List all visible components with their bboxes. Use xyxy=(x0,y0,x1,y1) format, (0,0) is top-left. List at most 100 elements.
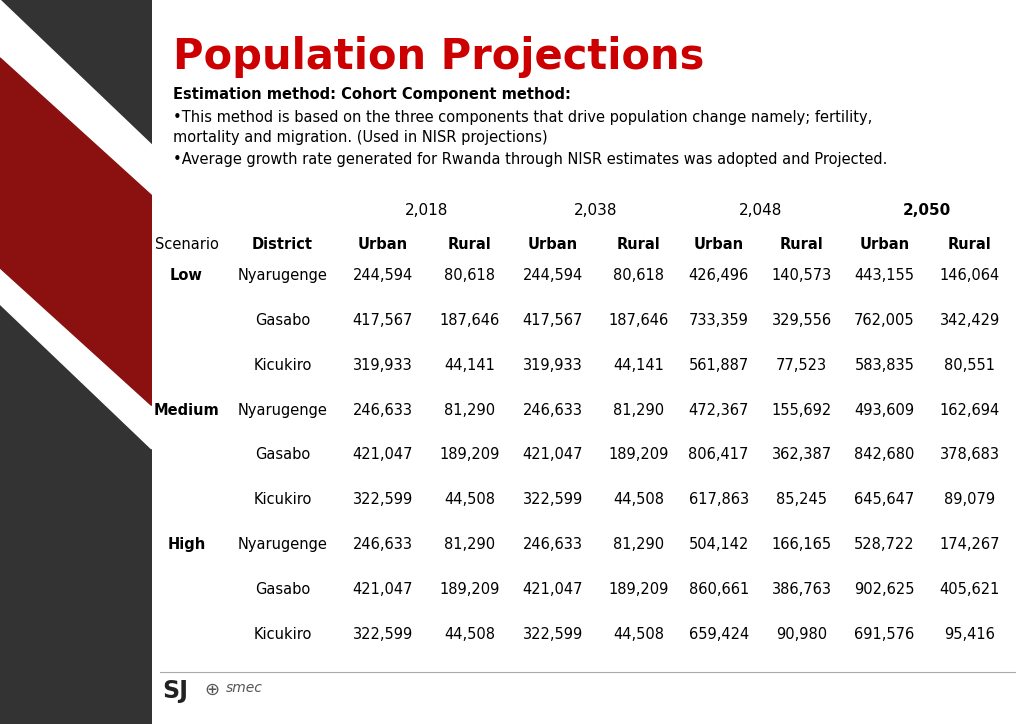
Text: 421,047: 421,047 xyxy=(352,447,413,463)
Text: Gasabo: Gasabo xyxy=(255,447,310,463)
Text: Urban: Urban xyxy=(859,237,909,253)
Text: Rural: Rural xyxy=(449,237,492,253)
Text: 472,367: 472,367 xyxy=(688,403,749,418)
Text: 89,079: 89,079 xyxy=(944,492,995,508)
Text: 561,887: 561,887 xyxy=(688,358,749,373)
Text: 443,155: 443,155 xyxy=(854,268,914,283)
Text: 386,763: 386,763 xyxy=(771,582,831,597)
Text: 246,633: 246,633 xyxy=(352,537,413,552)
Text: 187,646: 187,646 xyxy=(440,313,500,328)
Text: 426,496: 426,496 xyxy=(688,268,749,283)
Text: Nyarugenge: Nyarugenge xyxy=(238,537,328,552)
Text: 528,722: 528,722 xyxy=(854,537,914,552)
Text: 44,141: 44,141 xyxy=(613,358,664,373)
Text: 762,005: 762,005 xyxy=(854,313,914,328)
Text: smec: smec xyxy=(225,681,262,694)
Text: Nyarugenge: Nyarugenge xyxy=(238,403,328,418)
Text: 85,245: 85,245 xyxy=(776,492,827,508)
Text: 166,165: 166,165 xyxy=(771,537,831,552)
Text: 44,508: 44,508 xyxy=(444,627,496,642)
Text: Urban: Urban xyxy=(527,237,578,253)
Text: Medium: Medium xyxy=(154,403,219,418)
Text: High: High xyxy=(167,537,206,552)
Text: 187,646: 187,646 xyxy=(608,313,669,328)
Text: Estimation method: Cohort Component method:: Estimation method: Cohort Component meth… xyxy=(173,87,571,102)
Text: 806,417: 806,417 xyxy=(688,447,749,463)
Text: Nyarugenge: Nyarugenge xyxy=(238,268,328,283)
Text: 189,209: 189,209 xyxy=(440,447,500,463)
Text: 322,599: 322,599 xyxy=(352,492,413,508)
Text: 246,633: 246,633 xyxy=(523,403,583,418)
Text: 405,621: 405,621 xyxy=(940,582,1000,597)
Text: Rural: Rural xyxy=(779,237,823,253)
Text: 80,551: 80,551 xyxy=(944,358,995,373)
Text: ⊕: ⊕ xyxy=(204,681,219,699)
Text: 583,835: 583,835 xyxy=(854,358,914,373)
Text: Kicukiro: Kicukiro xyxy=(253,358,311,373)
Text: 617,863: 617,863 xyxy=(688,492,749,508)
Polygon shape xyxy=(0,58,152,405)
Text: Scenario: Scenario xyxy=(155,237,218,253)
Text: 421,047: 421,047 xyxy=(352,582,413,597)
Text: 246,633: 246,633 xyxy=(523,537,583,552)
Text: 322,599: 322,599 xyxy=(523,492,583,508)
Text: 417,567: 417,567 xyxy=(352,313,413,328)
Text: 362,387: 362,387 xyxy=(771,447,831,463)
Text: 842,680: 842,680 xyxy=(854,447,914,463)
Text: 44,508: 44,508 xyxy=(613,627,664,642)
Text: 44,508: 44,508 xyxy=(613,492,664,508)
Text: 81,290: 81,290 xyxy=(612,537,664,552)
Text: Rural: Rural xyxy=(616,237,660,253)
Text: 81,290: 81,290 xyxy=(444,537,496,552)
Text: 319,933: 319,933 xyxy=(353,358,413,373)
Text: 44,508: 44,508 xyxy=(444,492,496,508)
Text: 421,047: 421,047 xyxy=(522,582,583,597)
Text: 2,018: 2,018 xyxy=(404,203,449,218)
Text: Urban: Urban xyxy=(357,237,408,253)
Text: 81,290: 81,290 xyxy=(444,403,496,418)
Text: 244,594: 244,594 xyxy=(352,268,413,283)
Text: 95,416: 95,416 xyxy=(944,627,995,642)
Text: 322,599: 322,599 xyxy=(523,627,583,642)
Text: 645,647: 645,647 xyxy=(854,492,914,508)
Text: 189,209: 189,209 xyxy=(440,582,500,597)
Text: •Average growth rate generated for Rwanda through NISR estimates was adopted and: •Average growth rate generated for Rwand… xyxy=(173,152,888,167)
Text: 860,661: 860,661 xyxy=(688,582,749,597)
Text: 80,618: 80,618 xyxy=(444,268,496,283)
Text: 2,050: 2,050 xyxy=(903,203,951,218)
Text: 733,359: 733,359 xyxy=(689,313,749,328)
Text: 417,567: 417,567 xyxy=(522,313,583,328)
Text: 155,692: 155,692 xyxy=(771,403,831,418)
Text: Population Projections: Population Projections xyxy=(173,36,705,78)
Text: District: District xyxy=(252,237,313,253)
Text: Urban: Urban xyxy=(693,237,743,253)
Text: Gasabo: Gasabo xyxy=(255,313,310,328)
Text: 319,933: 319,933 xyxy=(523,358,583,373)
Text: 421,047: 421,047 xyxy=(522,447,583,463)
Text: 329,556: 329,556 xyxy=(771,313,831,328)
Text: SJ: SJ xyxy=(162,679,188,703)
Text: 44,141: 44,141 xyxy=(444,358,496,373)
Text: 246,633: 246,633 xyxy=(352,403,413,418)
Text: 659,424: 659,424 xyxy=(688,627,749,642)
Text: 2,038: 2,038 xyxy=(573,203,617,218)
Text: 493,609: 493,609 xyxy=(854,403,914,418)
Text: 77,523: 77,523 xyxy=(776,358,827,373)
Text: 162,694: 162,694 xyxy=(940,403,1000,418)
Text: 342,429: 342,429 xyxy=(940,313,1000,328)
Text: 174,267: 174,267 xyxy=(940,537,1000,552)
Text: 80,618: 80,618 xyxy=(613,268,664,283)
Text: Rural: Rural xyxy=(948,237,992,253)
Text: 2,048: 2,048 xyxy=(738,203,781,218)
Text: 244,594: 244,594 xyxy=(523,268,583,283)
Text: 90,980: 90,980 xyxy=(776,627,827,642)
Text: Kicukiro: Kicukiro xyxy=(253,492,311,508)
Text: 146,064: 146,064 xyxy=(940,268,1000,283)
Text: •This method is based on the three components that drive population change namel: •This method is based on the three compo… xyxy=(173,110,872,146)
Text: Gasabo: Gasabo xyxy=(255,582,310,597)
Text: 189,209: 189,209 xyxy=(608,582,669,597)
Text: Low: Low xyxy=(170,268,203,283)
Text: 322,599: 322,599 xyxy=(352,627,413,642)
Text: 189,209: 189,209 xyxy=(608,447,669,463)
Text: 691,576: 691,576 xyxy=(854,627,914,642)
